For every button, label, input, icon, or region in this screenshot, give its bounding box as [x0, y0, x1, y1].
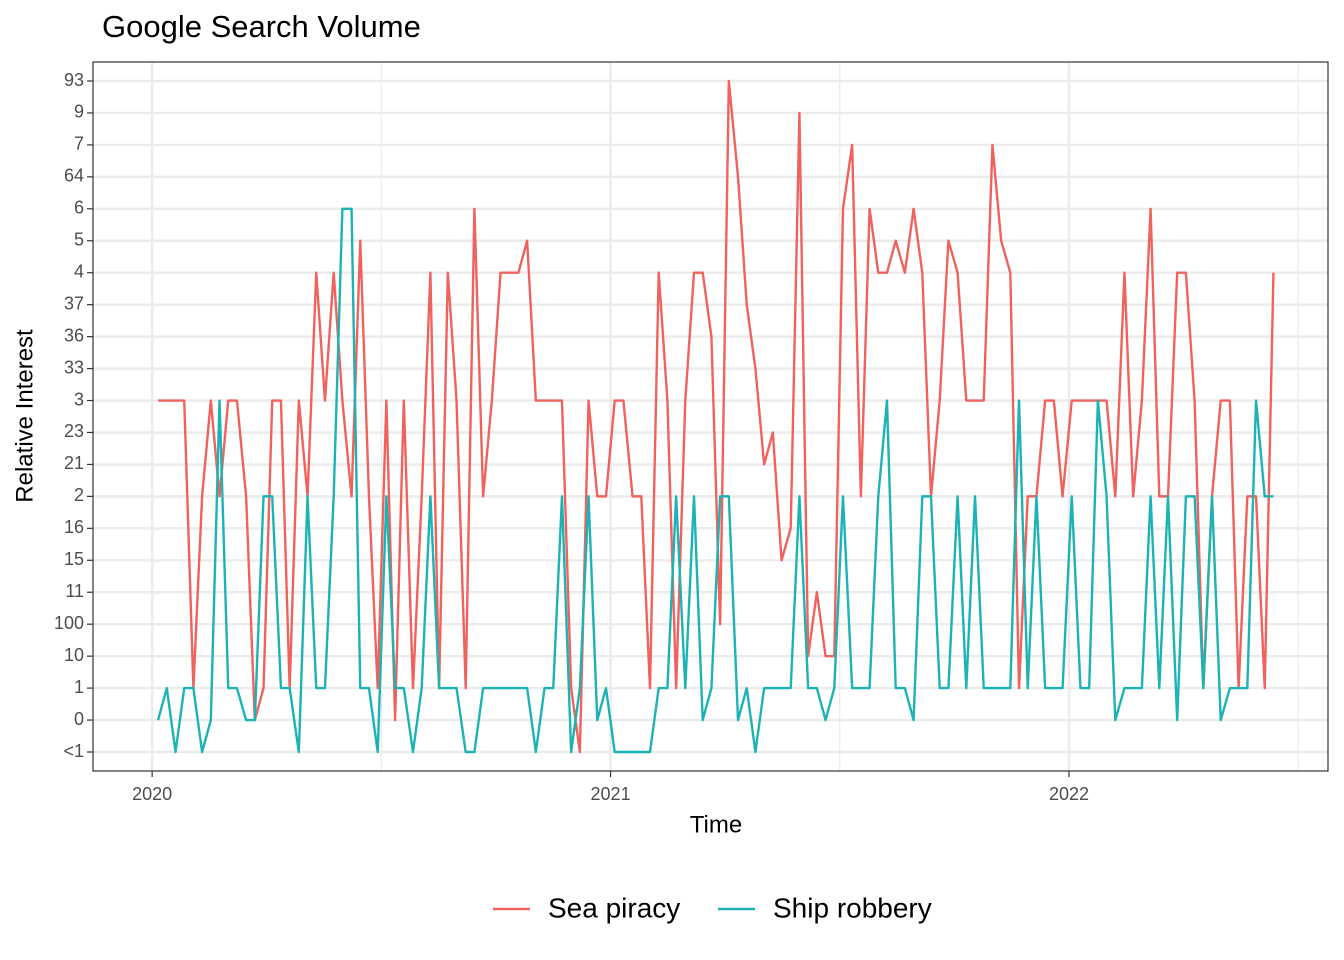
- y-tick-label: 37: [64, 293, 84, 313]
- legend-label: Ship robbery: [773, 892, 932, 923]
- y-tick-label: 16: [64, 517, 84, 537]
- chart-title: Google Search Volume: [102, 9, 421, 44]
- y-tick-label: 3: [74, 389, 84, 409]
- y-tick-label: 10: [64, 645, 84, 665]
- y-tick-label: 23: [64, 421, 84, 441]
- y-tick-label: 6: [74, 198, 84, 218]
- y-tick-label: <1: [63, 741, 84, 761]
- x-tick-label: 2022: [1049, 784, 1089, 804]
- x-tick-label: 2021: [591, 784, 631, 804]
- series-line: [156, 207, 1274, 754]
- panel-border: [92, 61, 1329, 772]
- y-tick-label: 1: [74, 677, 84, 697]
- y-tick-label: 2: [74, 485, 84, 505]
- y-tick-label: 4: [74, 261, 84, 281]
- y-tick-label: 7: [74, 134, 84, 154]
- y-tick-label: 36: [64, 325, 84, 345]
- y-tick-label: 93: [64, 70, 84, 90]
- x-tick-label: 2020: [132, 784, 172, 804]
- y-tick-label: 9: [74, 102, 84, 122]
- y-tick-label: 33: [64, 357, 84, 377]
- y-tick-label: 64: [64, 166, 84, 186]
- y-tick-label: 100: [54, 613, 84, 633]
- y-tick-label: 21: [64, 453, 84, 473]
- y-tick-label: 0: [74, 709, 84, 729]
- y-tick-label: 15: [64, 549, 84, 569]
- y-tick-label: 11: [65, 581, 84, 601]
- x-axis-label: Time: [690, 811, 742, 838]
- series-line: [158, 79, 1275, 754]
- y-axis-label: Relative Interest: [11, 329, 38, 503]
- y-tick-label: 5: [74, 230, 84, 250]
- legend-label: Sea piracy: [548, 892, 680, 923]
